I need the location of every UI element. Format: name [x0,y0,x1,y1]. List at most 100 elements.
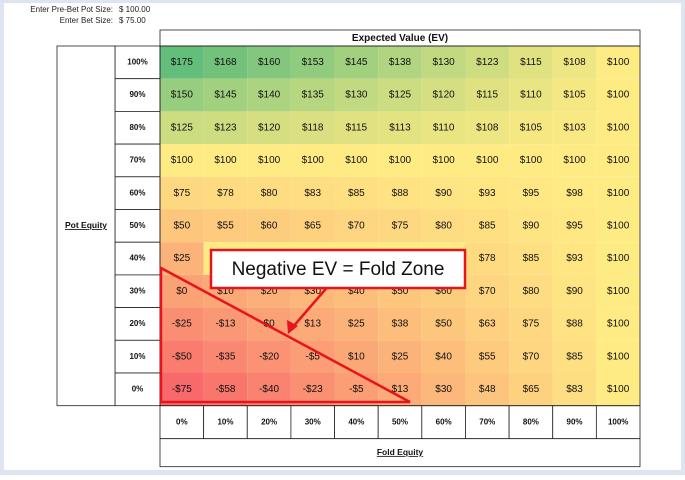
cell [596,78,640,112]
col-label: 30% [305,417,321,426]
input-value: $ 75.00 [119,16,146,25]
cell [509,242,553,275]
cell [247,209,291,243]
cell [378,78,422,112]
cell-value: $105 [520,122,543,133]
cell-value: $50 [392,286,409,297]
cell-value: $70 [479,286,496,297]
cell [247,78,291,112]
cell-value: $90 [435,188,452,199]
cell [160,144,204,177]
cell [247,176,291,210]
cell [203,307,248,341]
col-label-cell [595,405,641,440]
fold-zone-outline [159,265,411,404]
cell [290,176,335,210]
cell [552,373,597,406]
cell-value: $100 [607,319,630,330]
cell-value: $93 [566,253,583,264]
cell [334,46,379,79]
cell-value: $100 [607,188,630,199]
col-label: 20% [261,417,277,426]
cell [552,46,597,79]
cell-value: -$13 [215,319,235,330]
cell-value: $25 [392,351,409,362]
cell-value: $100 [607,286,630,297]
callout-box [209,248,467,290]
col-label-cell [203,405,248,440]
cell [552,307,597,341]
row-label-cell [114,209,161,243]
cell-value: $100 [607,122,630,133]
cell-value: $100 [258,155,281,166]
cell-value: $20 [261,286,278,297]
cell-value: $115 [477,90,499,101]
cell [509,46,553,79]
cell [290,111,335,145]
cell [290,78,335,112]
cell-value: $100 [607,351,630,362]
cell-value: $85 [566,351,583,362]
cell [509,176,553,210]
cell-value: $105 [563,90,586,101]
cell [421,46,466,79]
cell-value: $13 [304,319,321,330]
cell [290,144,335,177]
cell-value: $100 [345,155,368,166]
row-label: 70% [129,156,145,165]
cell-value: $100 [607,155,630,166]
table-title: Expected Value (EV) [352,33,448,44]
cell-value: $145 [345,57,368,68]
cell [421,340,466,373]
cell-value: $75 [392,220,409,231]
row-label: 80% [129,123,145,132]
cell [509,274,553,308]
cell-value: $80 [435,220,452,231]
cell [378,144,422,177]
cell-value: $130 [345,90,368,101]
cell-value: $65 [523,384,540,395]
cell-value: $78 [479,253,496,264]
cell [203,373,248,406]
cell [334,340,379,373]
cell-value: $175 [171,57,194,68]
cell [465,46,510,79]
cell [465,373,510,406]
cell [596,111,640,145]
cell [596,209,640,243]
cell-value: $50 [435,319,452,330]
cell-value: -$25 [172,319,192,330]
cell [552,111,597,145]
cell [465,274,510,308]
cell [334,176,379,210]
col-label: 0% [176,417,188,426]
cell-value: $123 [476,57,499,68]
cell-value: $95 [566,220,583,231]
cell-value: $70 [523,351,540,362]
cell-value: $115 [520,57,542,68]
cell [378,176,422,210]
cell-value: $78 [217,188,234,199]
cell-value: $75 [173,188,190,199]
col-label: 90% [567,417,583,426]
cell-value: $100 [607,220,630,231]
cell [421,111,466,145]
cell-value: $80 [523,286,540,297]
cell [421,307,466,341]
row-label: 0% [132,384,144,393]
cell-value: $115 [346,122,368,133]
cell-value: $110 [520,90,542,101]
cell-value: -$5 [349,384,364,395]
cell [509,373,553,406]
cell-value: $100 [302,155,325,166]
col-label-cell [421,405,466,440]
cell-value: $30 [435,384,452,395]
cell-value: $100 [389,155,412,166]
col-label: 80% [523,417,539,426]
cell [421,144,466,177]
cell [465,176,510,210]
cell [552,274,597,308]
row-axis-title: Pot Equity [65,220,107,230]
cell [247,340,291,373]
